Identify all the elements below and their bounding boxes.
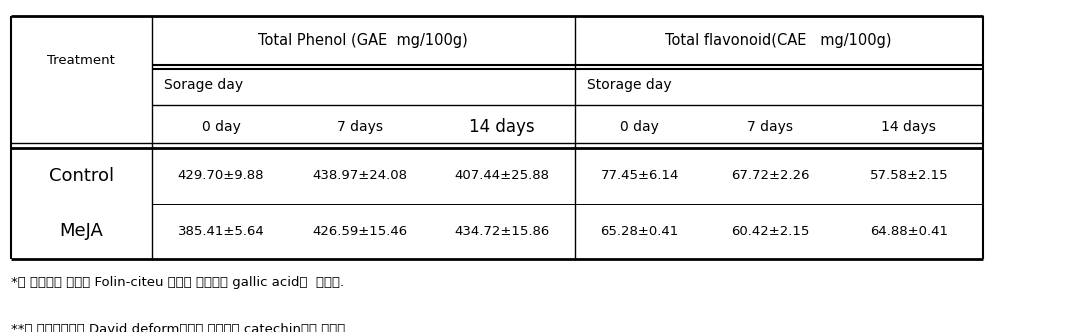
Text: Treatment: Treatment <box>47 54 115 67</box>
Text: 385.41±5.64: 385.41±5.64 <box>177 225 265 238</box>
Text: 67.72±2.26: 67.72±2.26 <box>731 169 810 183</box>
Text: 0 day: 0 day <box>621 120 659 133</box>
Text: 65.28±0.41: 65.28±0.41 <box>600 225 679 238</box>
Text: 407.44±25.88: 407.44±25.88 <box>455 169 549 183</box>
Text: 426.59±15.46: 426.59±15.46 <box>312 225 408 238</box>
Text: 60.42±2.15: 60.42±2.15 <box>731 225 810 238</box>
Text: 64.88±0.41: 64.88±0.41 <box>869 225 948 238</box>
Text: 7 days: 7 days <box>336 120 383 133</box>
Text: Sorage day: Sorage day <box>164 78 244 92</box>
Text: 14 days: 14 days <box>469 118 535 135</box>
Text: 57.58±2.15: 57.58±2.15 <box>869 169 948 183</box>
Text: Total Phenol (GAE  mg/100g): Total Phenol (GAE mg/100g) <box>258 33 468 48</box>
Text: 7 days: 7 days <box>747 120 794 133</box>
Text: 0 day: 0 day <box>202 120 240 133</box>
Text: Storage day: Storage day <box>587 78 672 92</box>
Text: **쳙 플라보이드는 David deform법으로 측정하여 catechin으로 정량함: **쳙 플라보이드는 David deform법으로 측정하여 catechin… <box>11 323 345 332</box>
Text: MeJA: MeJA <box>59 222 104 240</box>
Text: Control: Control <box>49 167 113 185</box>
Text: Total flavonoid(CAE   mg/100g): Total flavonoid(CAE mg/100g) <box>665 33 892 48</box>
Text: 77.45±6.14: 77.45±6.14 <box>600 169 679 183</box>
Text: *쳙 폴리페놀 함량은 Folin-citeu 법으로 측정하여 gallic acid로  정량함.: *쳙 폴리페놀 함량은 Folin-citeu 법으로 측정하여 gallic … <box>11 276 344 289</box>
Text: 14 days: 14 days <box>881 120 937 133</box>
Text: 429.70±9.88: 429.70±9.88 <box>178 169 264 183</box>
Text: 434.72±15.86: 434.72±15.86 <box>454 225 550 238</box>
Text: 438.97±24.08: 438.97±24.08 <box>313 169 407 183</box>
